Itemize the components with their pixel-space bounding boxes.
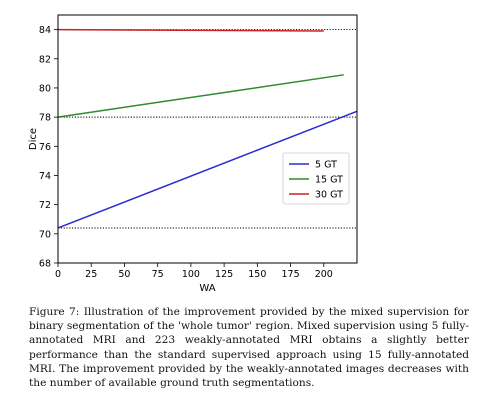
series-line-5-gt — [57, 110, 358, 229]
y-tick-label: 82 — [39, 54, 51, 65]
x-tick-label: 75 — [152, 269, 164, 280]
y-tick-label: 78 — [39, 113, 51, 124]
series-lines — [57, 28, 358, 229]
y-axis-ticks: 68 70 72 74 76 78 80 82 84 — [39, 25, 58, 270]
y-tick-label: 70 — [39, 229, 51, 240]
y-axis-title: Dice — [28, 128, 39, 150]
reference-lines — [58, 29, 357, 229]
x-tick-label: 50 — [118, 269, 130, 280]
x-tick-label: 150 — [248, 269, 266, 280]
y-tick-label: 74 — [39, 171, 51, 182]
legend-label: 15 GT — [315, 175, 343, 186]
series-line-15-gt — [57, 74, 344, 118]
x-tick-label: 125 — [215, 269, 233, 280]
legend: 5 GT 15 GT 30 GT — [282, 152, 350, 205]
legend-label: 5 GT — [315, 160, 337, 171]
x-axis-title: WA — [199, 283, 215, 294]
x-tick-label: 175 — [281, 269, 299, 280]
y-tick-label: 80 — [39, 83, 51, 94]
x-tick-label: 25 — [85, 269, 97, 280]
x-tick-label: 100 — [182, 269, 200, 280]
figure-caption: Figure 7: Illustration of the improvemen… — [29, 306, 469, 390]
y-tick-label: 84 — [39, 25, 51, 36]
y-tick-label: 72 — [39, 200, 51, 211]
x-tick-label: 0 — [55, 269, 61, 280]
x-tick-label: 200 — [315, 269, 333, 280]
legend-box — [282, 152, 350, 205]
y-tick-label: 76 — [39, 142, 51, 153]
x-axis-ticks: 0 25 50 75 100 125 150 175 200 — [55, 263, 333, 280]
y-tick-label: 68 — [39, 259, 51, 270]
legend-label: 30 GT — [315, 190, 343, 201]
series-line-30-gt — [57, 28, 324, 32]
plot-frame — [57, 14, 358, 264]
line-chart: 0 25 50 75 100 125 150 175 200 68 70 72 74 76 78 80 82 8… — [28, 14, 358, 294]
